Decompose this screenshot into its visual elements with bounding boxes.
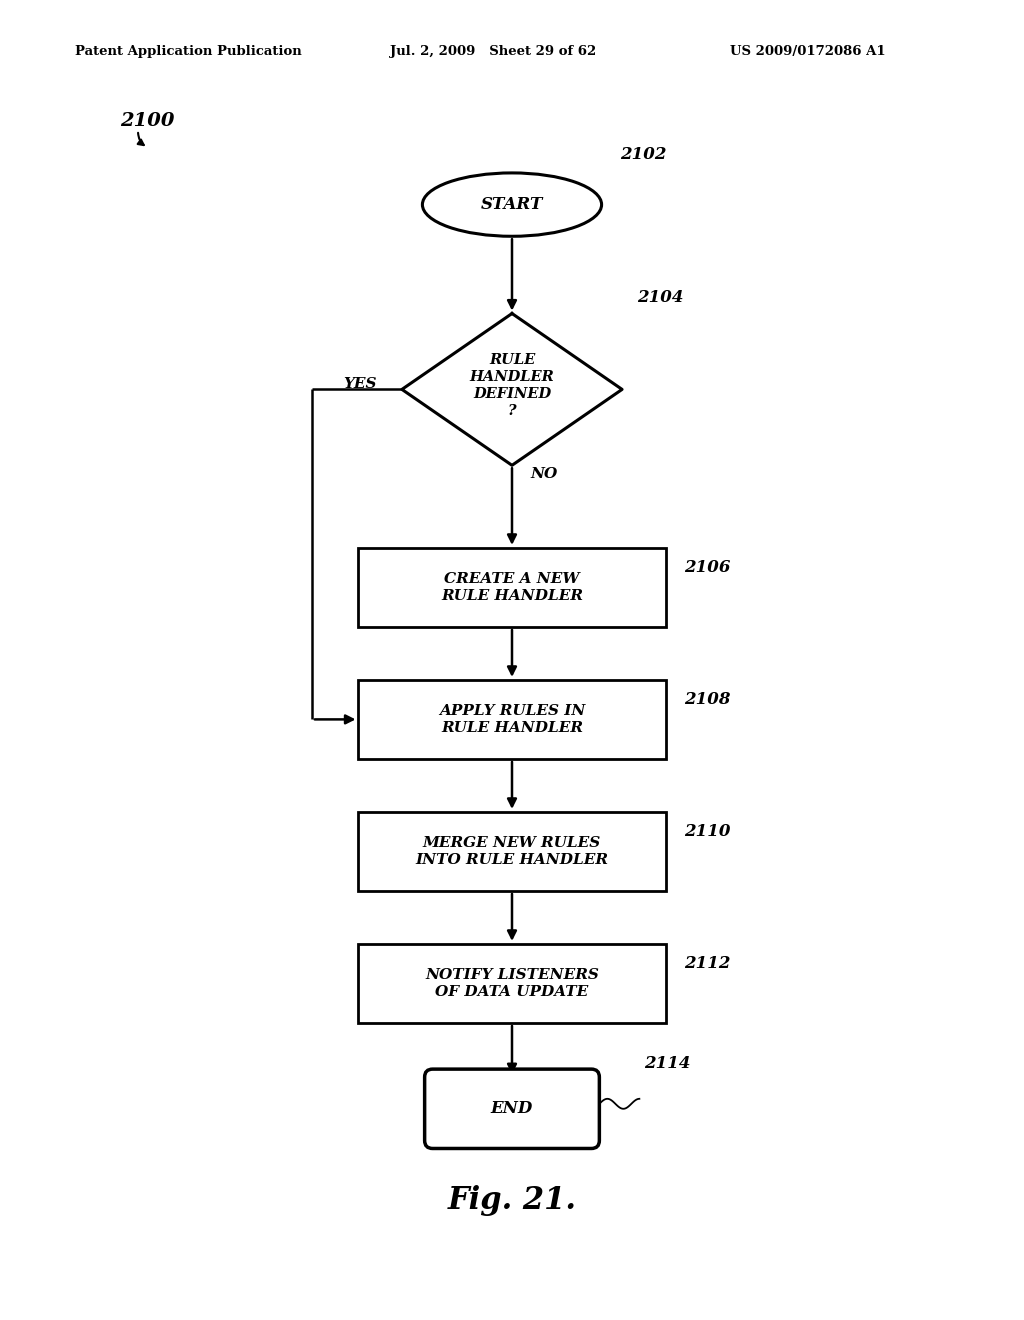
- FancyBboxPatch shape: [358, 680, 666, 759]
- Text: 2114: 2114: [644, 1055, 691, 1072]
- Text: START: START: [481, 197, 543, 213]
- Ellipse shape: [422, 173, 602, 236]
- Text: 2106: 2106: [684, 560, 730, 576]
- Text: 2100: 2100: [120, 112, 174, 129]
- Text: YES: YES: [343, 378, 377, 392]
- Text: APPLY RULES IN
RULE HANDLER: APPLY RULES IN RULE HANDLER: [439, 704, 585, 735]
- FancyBboxPatch shape: [425, 1069, 599, 1148]
- Text: 2104: 2104: [637, 289, 684, 305]
- Text: Jul. 2, 2009   Sheet 29 of 62: Jul. 2, 2009 Sheet 29 of 62: [390, 45, 596, 58]
- Text: RULE
HANDLER
DEFINED
?: RULE HANDLER DEFINED ?: [470, 354, 554, 417]
- Text: NOTIFY LISTENERS
OF DATA UPDATE: NOTIFY LISTENERS OF DATA UPDATE: [425, 968, 599, 999]
- Text: Fig. 21.: Fig. 21.: [447, 1184, 577, 1216]
- Polygon shape: [401, 314, 623, 465]
- Text: 2110: 2110: [684, 824, 730, 840]
- Text: US 2009/0172086 A1: US 2009/0172086 A1: [730, 45, 886, 58]
- Text: NO: NO: [530, 467, 557, 482]
- Text: 2102: 2102: [620, 147, 666, 162]
- FancyBboxPatch shape: [358, 812, 666, 891]
- Text: END: END: [490, 1101, 534, 1117]
- Text: 2112: 2112: [684, 956, 730, 972]
- Text: MERGE NEW RULES
INTO RULE HANDLER: MERGE NEW RULES INTO RULE HANDLER: [416, 836, 608, 867]
- FancyBboxPatch shape: [358, 548, 666, 627]
- FancyBboxPatch shape: [358, 944, 666, 1023]
- Text: CREATE A NEW
RULE HANDLER: CREATE A NEW RULE HANDLER: [441, 572, 583, 603]
- Text: 2108: 2108: [684, 692, 730, 708]
- Text: Patent Application Publication: Patent Application Publication: [75, 45, 302, 58]
